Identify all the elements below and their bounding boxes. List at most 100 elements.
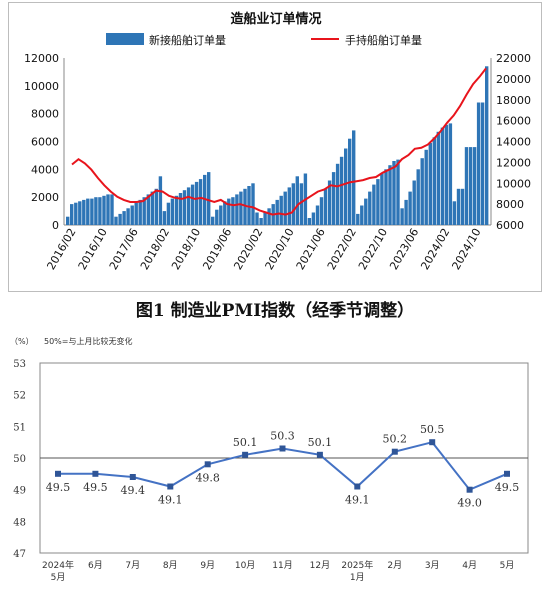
new-orders-bar: [259, 218, 263, 225]
new-orders-bar: [412, 180, 416, 225]
new-orders-bar: [190, 184, 195, 225]
x-tick-label: 2020/10: [263, 226, 297, 272]
new-orders-bar: [182, 190, 187, 225]
x-tick-label: 2022/10: [356, 226, 390, 272]
x-month-label: 1月: [350, 572, 365, 583]
pmi-point-marker: [466, 486, 473, 493]
new-orders-bar: [331, 172, 336, 225]
x-tick-label: 2024/02: [418, 226, 452, 272]
new-orders-bar: [66, 216, 70, 225]
new-orders-bar: [110, 194, 114, 225]
new-orders-bar: [396, 159, 400, 225]
new-orders-bar: [114, 216, 118, 225]
reference-note: 50%=与上月比较无变化: [44, 336, 132, 346]
new-orders-bar: [428, 142, 432, 225]
new-orders-bar: [420, 158, 424, 225]
new-orders-bar: [436, 131, 440, 225]
new-orders-bar: [364, 198, 368, 225]
new-orders-bar: [146, 194, 150, 225]
x-month-label: 12月: [310, 560, 330, 571]
legend-bar-label: 新接船舶订单量: [149, 33, 226, 47]
pmi-point-marker: [129, 474, 136, 480]
new-orders-bar: [90, 198, 94, 225]
pmi-point-marker: [242, 451, 249, 458]
pmi-point-marker: [204, 461, 211, 468]
pmi-point-marker: [92, 470, 99, 477]
pmi-point-marker: [354, 483, 361, 490]
new-orders-bar: [327, 180, 332, 225]
new-orders-bar: [356, 213, 360, 225]
x-month-label: 7月: [125, 560, 140, 571]
new-orders-bar: [485, 66, 489, 225]
x-month-label: 11月: [272, 560, 292, 571]
y-tick-label: 47: [13, 549, 26, 560]
pmi-data-label: 50.5: [420, 423, 445, 436]
x-month-label: 2月: [387, 560, 402, 571]
new-orders-bar: [251, 183, 255, 226]
new-orders-bar: [158, 176, 163, 225]
legend-line-label: 手持船舶订单量: [345, 33, 422, 47]
backlog-orders-line: [71, 67, 487, 216]
chart-title: 造船业订单情况: [230, 11, 321, 27]
x-tick-label: 2017/06: [107, 226, 141, 272]
y-tick-label: 49: [13, 486, 26, 497]
new-orders-bar: [255, 212, 259, 225]
new-orders-bar: [162, 211, 167, 225]
right-tick-label: 8000: [496, 198, 524, 211]
new-orders-bar: [295, 176, 299, 225]
x-month-label: 5月: [51, 572, 66, 583]
pmi-figure-caption: 图1 制造业PMI指数（经季节调整）: [135, 301, 415, 321]
left-tick-label: 4000: [31, 163, 59, 176]
new-orders-bar: [291, 183, 295, 226]
new-orders-bar: [299, 183, 304, 226]
new-orders-bar: [150, 191, 154, 225]
new-orders-bar: [404, 199, 408, 225]
new-orders-bar: [480, 102, 485, 225]
x-month-label: 8月: [163, 560, 178, 571]
new-orders-bar: [400, 208, 404, 225]
pmi-data-label: 49.1: [345, 494, 370, 507]
new-orders-bar: [283, 191, 287, 225]
new-orders-bar: [194, 181, 199, 225]
x-tick-label: 2024/10: [449, 226, 483, 272]
x-tick-label: 2021/06: [294, 226, 328, 272]
pmi-data-label: 49.5: [83, 481, 108, 494]
new-orders-bar: [468, 147, 473, 225]
new-orders-bar: [424, 149, 428, 225]
new-orders-bar: [94, 197, 98, 225]
new-orders-bar: [263, 212, 267, 225]
new-orders-bar: [78, 201, 82, 225]
left-tick-label: 12000: [24, 52, 59, 65]
x-tick-label: 2016/10: [76, 226, 110, 272]
new-orders-bar: [319, 197, 324, 225]
new-orders-bar: [106, 194, 110, 225]
new-orders-bar: [456, 188, 461, 225]
pmi-data-label: 50.2: [383, 433, 408, 446]
left-tick-label: 0: [52, 219, 59, 232]
new-orders-bar: [126, 208, 130, 225]
new-orders-bar: [219, 205, 223, 225]
new-orders-bar: [130, 205, 134, 225]
y-tick-label: 50: [13, 454, 26, 465]
pmi-point-marker: [279, 445, 286, 452]
new-orders-bar: [476, 102, 481, 225]
legend-bar-swatch: [106, 33, 144, 45]
x-month-label: 2025年: [341, 559, 373, 571]
pmi-point-marker: [167, 483, 174, 490]
new-orders-bar: [416, 169, 420, 225]
new-orders-bar: [247, 186, 251, 225]
pmi-data-label: 49.0: [457, 497, 482, 510]
x-tick-label: 2020/02: [231, 226, 265, 272]
new-orders-bar: [223, 201, 227, 225]
new-orders-bar: [323, 188, 328, 225]
new-orders-bar: [82, 199, 86, 225]
new-orders-bar: [174, 195, 179, 225]
new-orders-bar: [74, 202, 78, 225]
new-orders-bar: [444, 124, 449, 225]
new-orders-bar: [472, 147, 477, 225]
pmi-data-label: 49.4: [121, 484, 146, 497]
new-orders-bar: [178, 193, 183, 225]
new-orders-bar: [142, 197, 146, 225]
x-month-label: 2024年: [42, 559, 74, 571]
new-orders-bar: [440, 127, 445, 225]
